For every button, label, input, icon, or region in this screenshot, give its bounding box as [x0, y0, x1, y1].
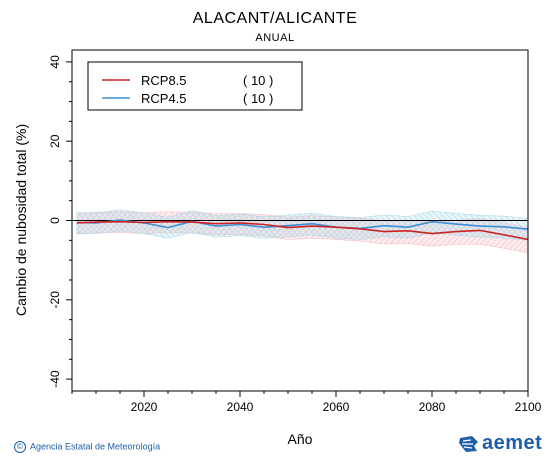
aemet-logo-icon: [459, 436, 478, 452]
y-tick-label: -20: [48, 291, 62, 309]
series-line-rcp45: [76, 219, 529, 230]
x-tick-label: 2060: [323, 400, 350, 414]
chart-subtitle: ANUAL: [255, 32, 295, 44]
copyright-icon: ©: [14, 441, 26, 453]
y-tick-label: 40: [48, 55, 62, 69]
chart-title: ALACANT/ALICANTE: [192, 10, 358, 27]
footer-copyright: © Agencia Estatal de Meteorología: [14, 441, 160, 453]
legend-count-rcp45: ( 10 ): [243, 91, 273, 106]
legend-label-rcp45: RCP4.5: [141, 91, 187, 106]
series-line-rcp85: [76, 220, 529, 241]
legend-label-rcp85: RCP8.5: [141, 73, 187, 88]
y-tick-label: 0: [48, 217, 62, 224]
y-tick-label: -40: [48, 370, 62, 388]
x-tick-label: 2040: [227, 400, 254, 414]
legend-count-rcp85: ( 10 ): [243, 73, 273, 88]
x-tick-label: 2080: [419, 400, 446, 414]
x-tick-label: 2100: [515, 400, 542, 414]
x-axis-label: Año: [288, 431, 313, 447]
y-axis-label: Cambio de nubosidad total (%): [13, 124, 29, 316]
legend-box: [87, 61, 303, 111]
y-tick-label: 20: [48, 134, 62, 148]
copyright-text: Agencia Estatal de Meteorología: [30, 441, 161, 452]
x-tick-label: 2020: [131, 400, 158, 414]
aemet-logo-text: aemet: [482, 432, 543, 454]
